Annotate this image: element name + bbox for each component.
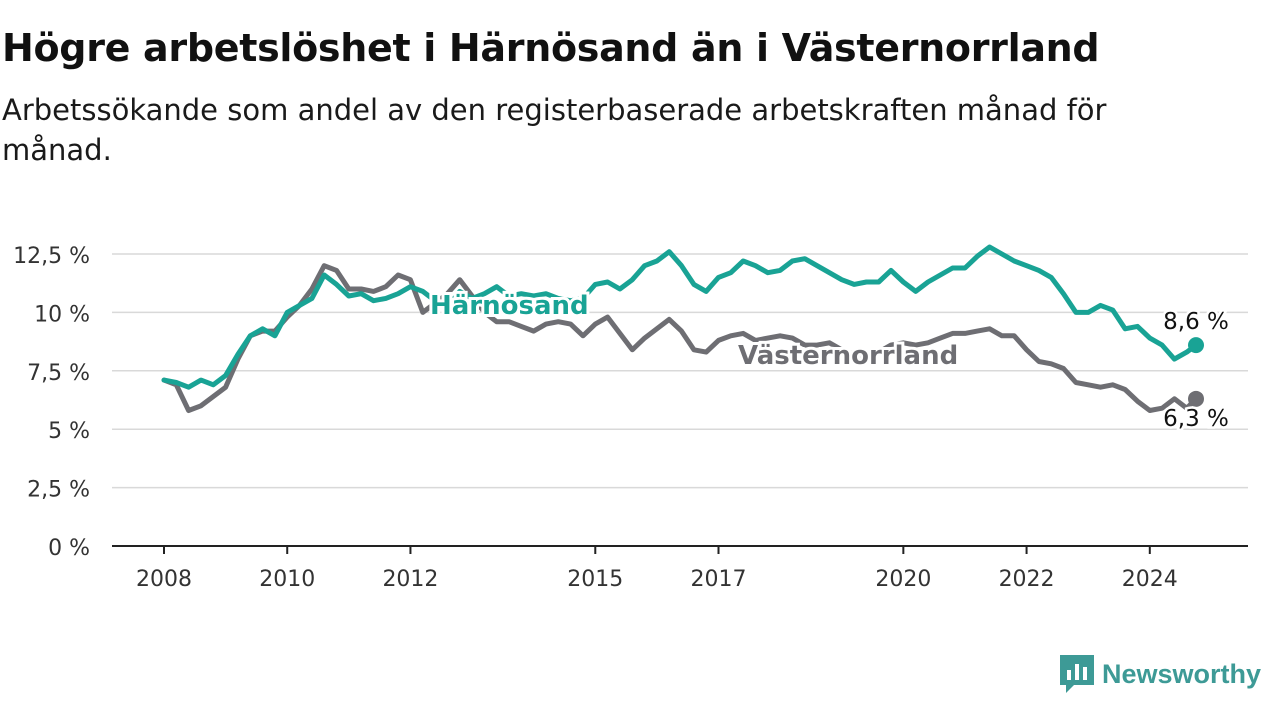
y-axis-ticks: 0 % 2,5 % 5 % 7,5 % 10 % 12,5 % — [13, 244, 90, 561]
series-label-vasternorrland: Västernorrland — [738, 341, 958, 371]
x-tick-label: 2010 — [259, 567, 315, 592]
x-tick-label: 2015 — [567, 567, 623, 592]
bar-chart-logo-icon — [1060, 655, 1094, 693]
y-tick-label: 12,5 % — [13, 244, 90, 269]
x-tick-label: 2024 — [1122, 567, 1178, 592]
series-end-marker — [1188, 337, 1204, 354]
end-label-harnosand: 8,6 % — [1163, 309, 1229, 335]
gridlines — [112, 253, 1248, 489]
newsworthy-logo: Newsworthy — [1060, 654, 1261, 694]
x-tick-label: 2017 — [691, 567, 747, 592]
series-labels: Härnösand Västernorrland 8,6 % 6,3 % — [427, 288, 1231, 435]
y-tick-label: 2,5 % — [27, 478, 90, 503]
brand-name: Newsworthy — [1102, 658, 1262, 689]
chart-subtitle: Arbetssökande som andel av den registerb… — [2, 93, 1107, 167]
x-tick-label: 2012 — [382, 567, 438, 592]
series-lines — [161, 244, 1204, 413]
y-tick-label: 0 % — [48, 536, 90, 561]
end-label-vasternorrland: 6,3 % — [1163, 406, 1229, 432]
x-axis: 2008 2010 2012 2015 2017 2020 2022 2024 — [112, 545, 1248, 592]
series-line-vasternorrland — [161, 263, 1199, 413]
y-tick-label: 7,5 % — [27, 361, 90, 386]
x-tick-label: 2020 — [875, 567, 931, 592]
y-tick-label: 10 % — [34, 302, 90, 327]
series-label-harnosand: Härnösand — [430, 291, 589, 321]
chart-title: Högre arbetslöshet i Härnösand än i Väst… — [2, 26, 1100, 70]
x-tick-label: 2008 — [136, 567, 192, 592]
y-tick-label: 5 % — [48, 419, 90, 444]
series-end-marker — [1188, 390, 1204, 407]
series-line-harnosand — [161, 244, 1199, 390]
x-tick-label: 2022 — [999, 567, 1055, 592]
